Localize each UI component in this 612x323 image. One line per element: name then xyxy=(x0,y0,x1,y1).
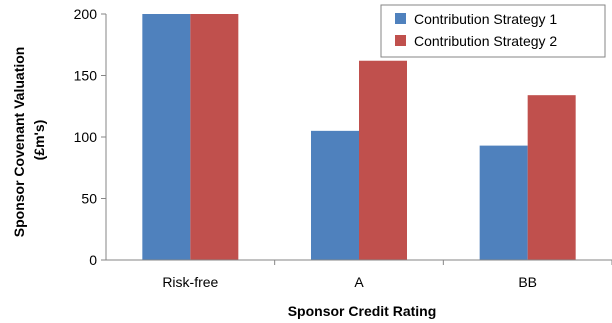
legend-swatch-strategy-2 xyxy=(395,35,406,46)
x-tick-label: Risk-free xyxy=(162,274,218,290)
bar-bb-series-1 xyxy=(479,145,528,260)
bars xyxy=(142,14,576,261)
legend-swatch-strategy-1 xyxy=(395,13,406,24)
legend-label-strategy-1: Contribution Strategy 1 xyxy=(414,11,557,27)
x-axis-title: Sponsor Credit Rating xyxy=(288,303,437,319)
bar-risk-free-series-2 xyxy=(190,14,239,260)
legend-box xyxy=(380,4,606,58)
y-tick-label: 50 xyxy=(81,191,97,207)
y-axis-title: Sponsor Covenant Valuation (£m's) xyxy=(11,43,47,237)
y-axis-title-line2: (£m's) xyxy=(31,120,47,161)
bar-a-series-1 xyxy=(311,130,359,260)
x-axis-ticks: Risk-free A BB xyxy=(162,260,612,290)
y-axis-ticks: 0 50 100 150 200 xyxy=(74,6,106,268)
y-tick-label: 0 xyxy=(89,252,97,268)
bar-bb-series-2 xyxy=(527,95,576,261)
legend: Contribution Strategy 1 Contribution Str… xyxy=(380,4,606,58)
legend-label-strategy-2: Contribution Strategy 2 xyxy=(414,33,557,49)
y-axis-title-line1: Sponsor Covenant Valuation xyxy=(11,47,27,238)
y-tick-label: 150 xyxy=(74,68,98,84)
y-tick-label: 100 xyxy=(74,129,98,145)
x-tick-label: A xyxy=(354,274,364,290)
bar-a-series-2 xyxy=(359,60,407,260)
x-tick-label: BB xyxy=(518,274,537,290)
y-tick-label: 200 xyxy=(74,6,98,22)
bar-risk-free-series-1 xyxy=(142,14,191,260)
